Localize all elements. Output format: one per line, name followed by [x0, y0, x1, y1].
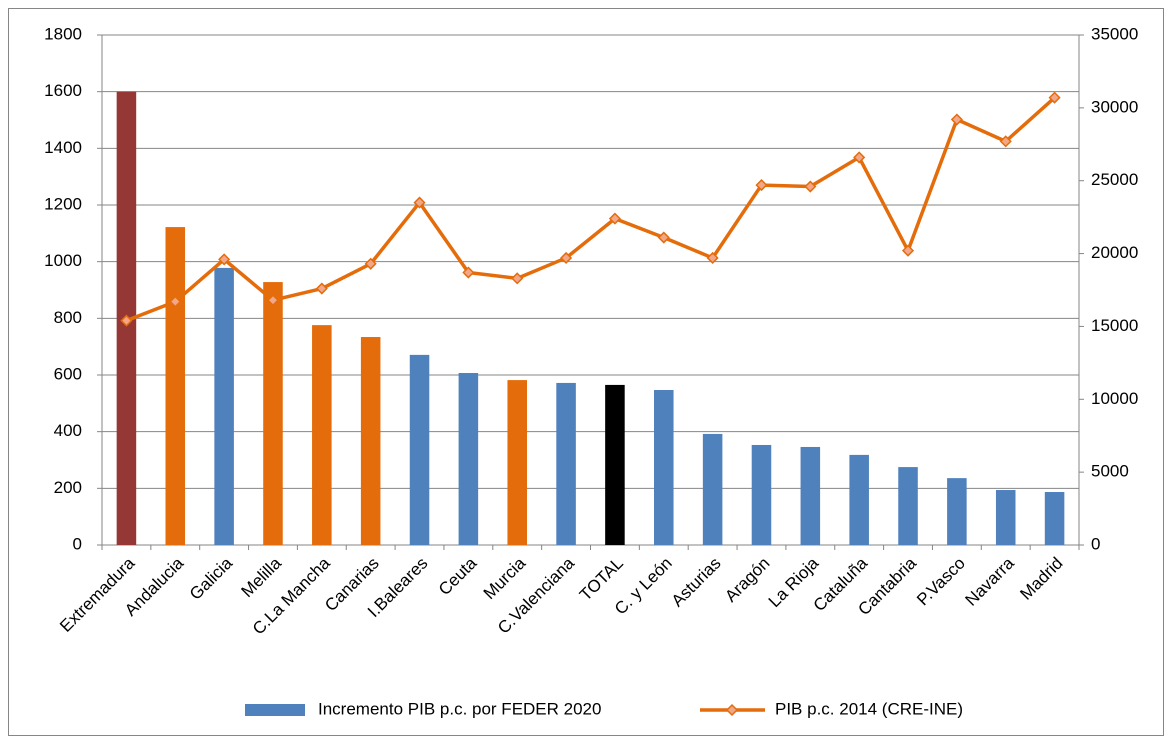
bar: [654, 390, 674, 545]
y2-tick-label: 10000: [1091, 389, 1138, 408]
line-marker: [511, 272, 524, 285]
bar: [898, 467, 918, 545]
bar: [605, 384, 625, 545]
y-tick-label: 1200: [44, 194, 82, 213]
line-marker: [315, 282, 328, 295]
line-marker: [560, 251, 573, 265]
y-tick-label: 1400: [44, 138, 82, 157]
y-tick-label: 400: [54, 421, 82, 440]
bar: [995, 490, 1016, 545]
y2-tick-label: 20000: [1091, 243, 1138, 262]
bar: [360, 337, 381, 545]
bar: [556, 382, 576, 545]
bar: [702, 433, 723, 545]
bar: [263, 282, 283, 545]
y-tick-label: 600: [54, 364, 82, 383]
y2-tick-label: 30000: [1091, 97, 1138, 116]
y2-tick-label: 5000: [1091, 462, 1129, 481]
line-marker: [657, 231, 670, 244]
line-marker: [120, 314, 133, 327]
legend-swatch: [245, 704, 305, 716]
y-tick-label: 1600: [44, 81, 82, 100]
bar: [458, 373, 479, 545]
y2-tick-label: 25000: [1091, 170, 1138, 189]
bar: [507, 380, 527, 545]
y-tick-label: 1800: [44, 24, 82, 43]
line-marker: [413, 196, 426, 209]
line-marker: [266, 294, 280, 307]
bar: [312, 325, 332, 545]
line-marker: [706, 251, 719, 265]
y2-tick-label: 15000: [1091, 316, 1138, 335]
line-marker: [999, 135, 1012, 148]
bar: [751, 444, 772, 545]
y-tick-label: 800: [54, 308, 82, 327]
chart-border: [8, 8, 1164, 736]
legend-label: PIB p.c. 2014 (CRE-INE): [775, 699, 963, 718]
y2-tick-label: 35000: [1091, 24, 1138, 43]
line-marker: [901, 244, 915, 257]
bar: [800, 446, 821, 545]
bar: [409, 354, 430, 545]
line-marker: [169, 295, 182, 308]
bar: [165, 227, 186, 545]
legend-marker: [725, 703, 739, 717]
line-marker: [364, 257, 377, 270]
line-marker: [853, 151, 866, 164]
line-marker: [462, 266, 475, 279]
bar: [214, 267, 234, 545]
y2-tick-label: 0: [1091, 534, 1100, 553]
bar: [947, 478, 967, 545]
line-marker: [1048, 91, 1061, 104]
y-tick-label: 1000: [44, 251, 82, 270]
line-marker: [608, 212, 621, 225]
bar: [849, 454, 869, 545]
line-marker: [755, 179, 768, 192]
bar: [1044, 492, 1065, 545]
line-marker: [218, 253, 231, 266]
line: [125, 96, 1056, 323]
y-tick-label: 0: [73, 534, 82, 553]
legend-label: Incremento PIB p.c. por FEDER 2020: [318, 699, 601, 718]
line-marker: [950, 113, 963, 126]
y-tick-label: 200: [54, 478, 82, 497]
line-marker: [804, 180, 817, 193]
